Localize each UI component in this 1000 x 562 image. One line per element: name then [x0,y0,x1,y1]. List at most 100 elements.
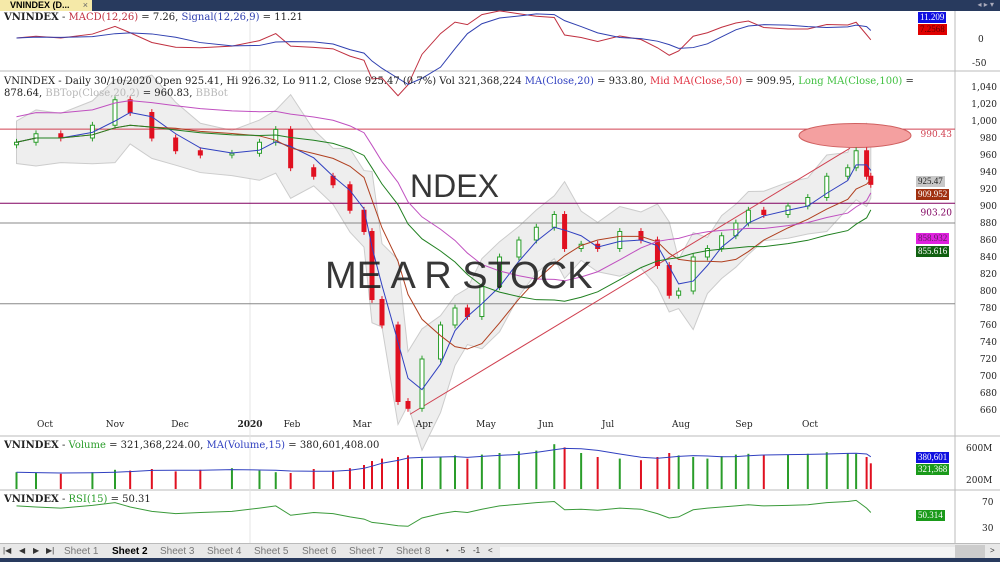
sheet-tab[interactable]: Sheet 5 [254,546,289,557]
volume-bar [535,450,538,489]
date-tick-label: Oct [37,420,53,430]
tab-title: VNINDEX (D... [10,0,70,10]
chart-canvas[interactable]: 990.43903.206606807007207407607808008208… [0,0,1000,543]
volume-bar [563,447,566,489]
sheet-tab[interactable]: Sheet 4 [207,546,242,557]
chart-tab[interactable]: VNINDEX (D... × [0,0,92,11]
last-sheet-button[interactable]: ▶| [46,546,55,555]
volume-ma-line [16,447,872,474]
scroll-left-button[interactable]: < [488,546,493,555]
price-tick-label: 740 [980,338,997,348]
candle [617,231,623,249]
volume-bar [668,453,671,489]
sheet-tab[interactable]: Sheet 1 [64,546,99,557]
scroll-right-button[interactable]: > [990,546,995,555]
candle [824,175,830,198]
date-tick-label: Jun [537,420,553,430]
price-tick-label: 680 [980,389,997,399]
volume-bar [734,454,737,489]
horizontal-scrollbar[interactable] [500,547,955,557]
signal-line [16,13,872,85]
rsi-tick: 30 [982,524,994,534]
rsi-line [16,499,872,527]
volume-bar [199,469,202,489]
candle [761,209,767,215]
date-tick-label: Apr [415,420,433,430]
volume-tick: 200M [966,476,993,486]
volume-bar [363,465,365,489]
sheet-tab[interactable]: Sheet 8 [396,546,431,557]
price-tick-label: 980 [980,134,997,144]
volume-bar [421,458,423,489]
volume-bar [466,458,469,489]
candle [173,137,179,152]
candle [197,150,203,156]
zoom-reset-button[interactable]: • [446,546,449,555]
volume-bar [129,470,132,489]
scroll-back-1-button[interactable]: -1 [473,546,481,555]
volume-bar [639,460,642,489]
candle [638,231,644,241]
volume-bar [332,470,335,489]
ma-tag: 858.932 [916,233,950,244]
price-tick-label: 760 [980,321,997,331]
volume-bar [869,463,872,489]
candle [379,299,385,326]
sheet-tab[interactable]: Sheet 3 [160,546,195,557]
candle [666,265,672,296]
price-tick-label: 660 [980,406,997,416]
ma50-line [16,124,872,350]
trend-line [409,147,851,415]
volume-bar [480,454,483,489]
sheet-tab[interactable]: Sheet 6 [302,546,337,557]
volume-bar [59,473,62,489]
volume-bar [865,457,868,489]
signal-tag: 11.209 [918,12,947,23]
volume-bar [692,457,695,489]
close-tab-icon[interactable]: × [82,0,88,10]
scrollbar-thumb[interactable] [955,545,985,559]
volume-bar [618,458,621,489]
candle [405,401,411,409]
date-tick-label: Sep [735,420,752,430]
price-tick-label: 860 [980,236,997,246]
price-tick-label: 1,040 [971,83,997,93]
candle [654,239,660,266]
volume-bar [381,458,383,489]
highlight-ellipse [798,122,912,148]
volume-bar [454,455,456,489]
volume-bar [258,470,261,489]
volume-bar [855,453,858,489]
volume-bar [677,455,680,489]
price-tick-label: 1,000 [971,117,997,127]
volume-bar [114,469,116,489]
first-sheet-button[interactable]: |◀ [3,546,12,555]
next-sheet-button[interactable]: ▶ [33,546,40,555]
watermark: NDEX [410,168,499,204]
sheet-tab[interactable]: Sheet 7 [349,546,384,557]
volume-bar [825,452,828,489]
candle [369,231,375,300]
price-tick-label: 820 [980,270,997,280]
window-controls[interactable]: ◂ ▸ ▾ [977,0,995,9]
candle [112,99,118,126]
bollinger-band [16,74,872,452]
volume-bar [407,455,409,489]
volume-ma-tag: 380,601 [916,452,950,463]
macd-tick: 0 [978,35,984,45]
volume-bar [150,469,153,489]
candle [127,99,133,113]
price-tick-label: 920 [980,185,997,195]
sheet-tab[interactable]: Sheet 2 [112,546,148,557]
volume-bar [787,454,789,489]
date-tick-label: Jul [601,420,614,430]
candle [719,235,725,249]
price-tick-label: 900 [980,202,997,212]
prev-sheet-button[interactable]: ◀ [19,546,26,555]
scroll-back-5-button[interactable]: -5 [458,546,466,555]
long-ma-line [16,100,872,282]
volume-legend: VNINDEX - Volume = 321,368,224.00, MA(Vo… [4,440,380,451]
macd-tick: -50 [972,59,987,69]
volume-bar [762,455,765,489]
title-bar: VNINDEX (D... × ◂ ▸ ▾ [0,0,1000,11]
